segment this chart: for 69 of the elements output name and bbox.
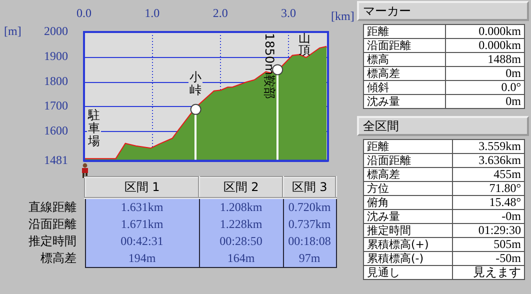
y-tick-label: 1900 [44, 48, 68, 63]
category-label: 沈み量 [367, 95, 400, 108]
y-axis-title: [m] [4, 24, 22, 38]
text: 0.000km [478, 38, 521, 52]
category-label: 区間 1 [85, 177, 199, 198]
text: 00:28:50 [220, 234, 262, 248]
category-label: 区間 2 [199, 177, 283, 198]
y-tick-label: 1700 [44, 98, 68, 113]
category-label: 標高差 [367, 168, 400, 181]
text: 0m [506, 94, 521, 108]
text: 0m [506, 66, 521, 80]
category-label: 方位 [367, 182, 389, 195]
category-label: 沈み量 [367, 210, 400, 223]
category-label: 累積標高(-) [367, 252, 424, 265]
category-label: 距離 [367, 140, 389, 153]
text: 00:18:08 [288, 234, 331, 248]
y-tick-label: 1800 [44, 74, 68, 88]
text: 15.48° [489, 195, 521, 209]
annotation: 駐車場 [87, 108, 100, 148]
category-label: 標高差 [367, 67, 400, 80]
category-label: 沿面距離 [367, 154, 411, 167]
text: 1.671km [120, 217, 164, 231]
category-label: 沿面距離 [367, 39, 411, 52]
text: 00:42:31 [120, 234, 164, 248]
text: 455m [494, 167, 521, 181]
category-label: 見通し [367, 266, 400, 279]
text: -0m [502, 209, 521, 223]
x-tick-label: 1.0 [144, 6, 160, 20]
x-tick-label: 2.0 [212, 6, 228, 20]
annotation: 山頂 [298, 31, 311, 58]
category-label: 標高 [367, 53, 389, 66]
ref-line-label: 1850m鞍部 [262, 33, 276, 100]
text: 194m [128, 251, 156, 265]
text: マーカー [357, 1, 529, 21]
category-label: 標高差 [40, 251, 76, 266]
ref-line-label: 小峠 [190, 70, 202, 97]
text: 全区間 [357, 116, 529, 136]
text: 505m [494, 237, 521, 251]
text: 3.636km [478, 153, 521, 167]
text: -50m [496, 251, 521, 265]
text: 1.208km [220, 200, 262, 214]
text: 0.737km [288, 217, 331, 231]
y-tick-label: 1600 [44, 123, 68, 138]
text: 1.228km [220, 217, 262, 231]
category-label: 俯角 [367, 196, 389, 209]
x-tick-label: 3.0 [280, 6, 296, 20]
text: 01:29:30 [478, 223, 521, 237]
x-tick-label: 0.0 [76, 6, 92, 20]
text: 1488m [488, 52, 521, 66]
text: 71.80° [489, 181, 521, 195]
y-tick-label: 2000 [44, 24, 68, 38]
text: 1.631km [120, 200, 164, 214]
category-label: 傾斜 [367, 81, 389, 94]
category-label: 推定時間 [367, 224, 411, 237]
text: 3.559km [478, 139, 521, 153]
text: 164m [227, 251, 255, 265]
text: 0.000km [478, 24, 521, 38]
y-tick-label: 1481 [44, 152, 68, 167]
text: 97m [298, 251, 320, 265]
category-label: 直線距離 [28, 200, 76, 214]
category-label: 距離 [367, 25, 389, 38]
category-label: 累積標高(+) [367, 238, 429, 251]
text: 0.720km [288, 200, 331, 214]
x-axis-title: [km] [331, 9, 354, 24]
category-label: 区間 3 [283, 177, 336, 198]
text: 0.0° [501, 80, 521, 94]
category-label: 沿面距離 [28, 217, 76, 231]
text: 見えます [473, 265, 521, 279]
category-label: 推定時間 [28, 234, 76, 248]
